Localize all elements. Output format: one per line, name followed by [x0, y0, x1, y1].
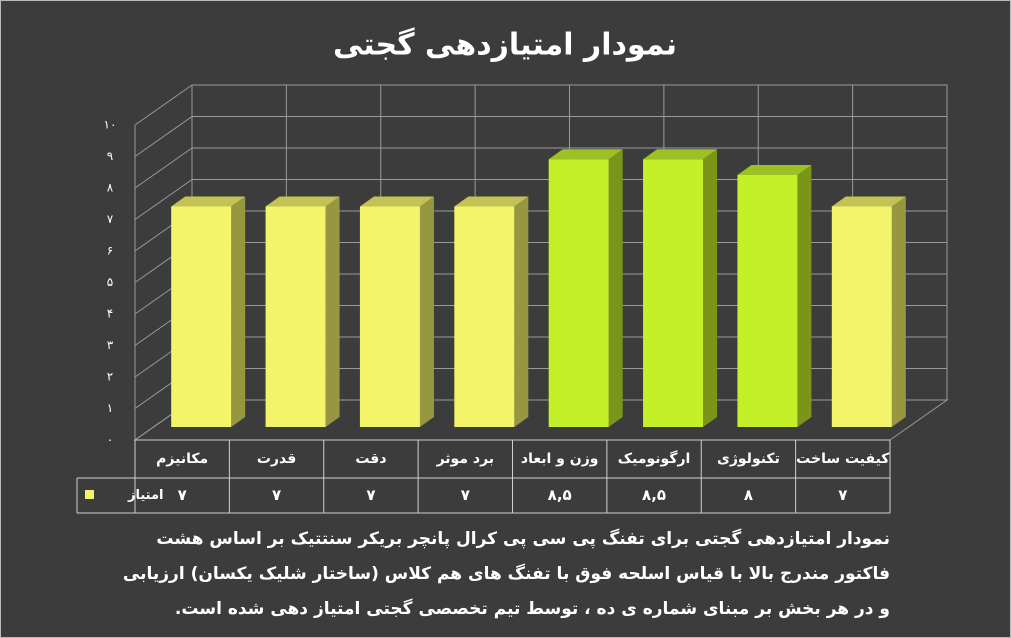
y-tick-label: ۸ — [107, 181, 114, 195]
bar — [737, 175, 798, 427]
grid-line — [134, 147, 193, 189]
value-label: ۸,۵ — [642, 486, 666, 504]
value-label: ۸ — [744, 486, 753, 504]
bar-top — [643, 149, 718, 160]
value-label: ۷ — [461, 486, 470, 504]
bar-side — [514, 196, 529, 427]
category-label: کیفیت ساخت — [796, 451, 890, 467]
bar — [171, 206, 232, 427]
bar — [359, 206, 420, 427]
bar-side — [231, 196, 246, 427]
bar-top — [265, 196, 340, 207]
bar-side — [325, 196, 340, 427]
grid-line — [134, 116, 193, 157]
category-label: قدرت — [257, 451, 296, 467]
bar-side — [419, 196, 434, 427]
value-label: ۷ — [366, 486, 375, 504]
category-label: وزن و ابعاد — [521, 451, 599, 467]
category-label: دقت — [355, 451, 386, 467]
y-tick-label: ۷ — [107, 212, 114, 226]
bar-top — [454, 196, 529, 207]
y-tick-label: ۵ — [107, 275, 113, 289]
y-tick-label: ۹ — [107, 149, 113, 163]
bar-top — [831, 196, 906, 207]
value-label: ۷ — [838, 486, 847, 504]
category-label: تکنولوژی — [717, 451, 780, 467]
bar-side — [891, 196, 906, 427]
category-label: ارگونومیک — [618, 450, 691, 467]
bar-top — [737, 165, 812, 175]
y-tick-label: ۱ — [107, 401, 113, 415]
grid-line — [134, 84, 193, 126]
bar-top — [359, 196, 434, 207]
bar-side — [703, 149, 718, 427]
chart-title: نمودار امتیازدهی گجتی — [333, 27, 677, 63]
caption: نمودار امتیازدهی گجتی برای تفنگ پی سی پی… — [122, 529, 890, 619]
value-label: ۸,۵ — [548, 486, 572, 504]
category-label: مکانیزم — [156, 451, 208, 467]
bar-side — [608, 149, 623, 427]
bar-top — [548, 149, 623, 160]
bar — [265, 206, 326, 427]
bar — [454, 206, 515, 427]
y-tick-label: ۴ — [107, 307, 113, 321]
legend-label: امتیاز — [127, 488, 163, 503]
y-tick-label: ۲ — [107, 370, 113, 384]
y-tick-label: ۰ — [107, 433, 113, 447]
bar-side — [797, 165, 812, 427]
y-tick-label: ۳ — [107, 338, 114, 352]
bar-top — [171, 196, 246, 207]
bar — [831, 206, 892, 427]
bar — [643, 159, 704, 427]
y-tick-label: ۶ — [107, 244, 113, 258]
value-label: ۷ — [272, 486, 281, 504]
y-tick-label: ۱۰ — [104, 118, 117, 132]
legend-swatch — [85, 490, 94, 499]
bar — [548, 159, 609, 427]
category-label: برد موثر — [436, 451, 494, 467]
value-label: ۷ — [178, 486, 187, 504]
grid-line — [134, 179, 193, 220]
